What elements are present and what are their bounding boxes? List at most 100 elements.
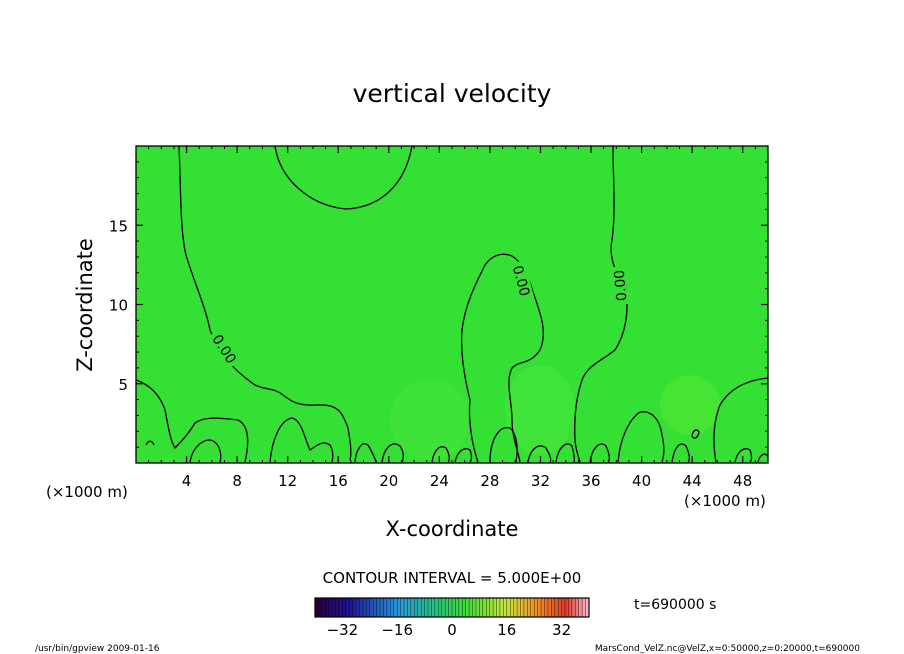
contour-label: 0.00 [509,264,533,298]
colorbar-cell [455,598,460,617]
colorbar-cell [544,598,549,617]
colorbar-cell [530,598,535,617]
colorbar-cell [393,598,398,617]
x-unit-label-left: (×1000 m) [46,483,128,501]
colorbar-cell [315,598,319,617]
colorbar-cell [352,598,357,617]
colorbar-cell [383,598,388,617]
colorbar-cell [380,598,384,617]
colorbar-cell [421,598,425,617]
colorbar-cell [503,598,508,617]
x-tick-label: 12 [278,472,297,490]
x-tick-label: 48 [733,472,752,490]
colorbar-cell [345,598,350,617]
colorbar-cell [458,598,463,617]
colorbar-cell [568,598,573,617]
contour-label-bg [508,260,535,302]
colorbar-cell [558,598,562,617]
footer-right: MarsCond_VelZ.nc@VelZ,x=0:50000,z=0:2000… [595,644,860,654]
colorbar-cell [448,598,453,617]
colorbar-cell [489,598,494,617]
x-tick-label: 28 [480,472,499,490]
colorbar-cell [517,598,521,617]
contour-interval-label: CONTOUR INTERVAL = 5.000E+00 [323,569,582,587]
colorbar-frame [314,597,590,618]
colorbar-cell [520,598,525,617]
colorbar-cell [565,598,569,617]
colorbar-cell [417,598,422,617]
footer-left: /usr/bin/gpview 2009-01-16 [35,644,160,654]
chart-title: vertical velocity [353,79,552,108]
colorbar-cell [338,598,343,617]
colorbar [314,597,590,618]
y-tick-label: 10 [109,297,128,315]
colorbar-cell [585,598,590,617]
colorbar-cell [332,598,336,617]
colorbar-cell [551,598,556,617]
contour-label-bg [610,265,630,306]
colorbar-cell [582,598,586,617]
colorbar-cell [537,598,542,617]
colorbar-cell [369,598,374,617]
colorbar-tick-label: −32 [327,621,359,639]
y-tick-label: 15 [109,217,128,235]
y-axis: 5 10 15 [109,161,768,448]
colorbar-cell [472,598,477,617]
colorbar-cell [373,598,377,617]
colorbar-cell [496,598,501,617]
colorbar-cell [431,598,436,617]
colorbar-cell [407,598,412,617]
y-tick-label: 5 [118,376,128,394]
colorbar-cell [523,598,528,617]
colorbar-cell [571,598,576,617]
y-axis-label: Z-coordinate [73,238,97,372]
colorbar-cell [541,598,545,617]
colorbar-cell [325,598,329,617]
x-unit-label-right: (×1000 m) [684,492,766,510]
colorbar-cell [342,598,347,617]
x-tick-label: 36 [581,472,600,490]
colorbar-tick-label: 16 [497,621,516,639]
colorbar-cell [434,598,439,617]
colorbar-cell [328,598,333,617]
contour-label: 0.00 [612,269,631,301]
colorbar-cell [462,598,466,617]
colorbar-cell [414,598,419,617]
field-variation [390,365,720,460]
x-tick-label: 44 [683,472,702,490]
colorbar-cell [482,598,487,617]
colorbar-cell [479,598,484,617]
colorbar-cell [424,598,429,617]
colorbar-tick-label: 0 [447,621,457,639]
colorbar-ticks: −32 −16 0 16 32 [327,621,572,639]
colorbar-cell [445,598,449,617]
colorbar-cell [438,598,443,617]
colorbar-cell [578,598,583,617]
colorbar-cell [561,598,566,617]
colorbar-cell [441,598,446,617]
colorbar-cell [428,598,432,617]
colorbar-cell [493,598,497,617]
colorbar-cell [513,598,518,617]
colorbar-cell [510,598,514,617]
colorbar-cell [527,598,532,617]
colorbar-cell [506,598,511,617]
colorbar-cell [465,598,470,617]
colorbar-cell [356,598,360,617]
colorbar-cell [386,598,391,617]
colorbar-cell [452,598,456,617]
x-axis-label: X-coordinate [386,517,519,541]
colorbar-cell [349,598,353,617]
x-tick-label: 32 [531,472,550,490]
colorbar-cell [404,598,408,617]
contour-lines [135,145,769,463]
colorbar-cell [366,598,371,617]
time-label: t=690000 s [634,597,716,613]
colorbar-cell [410,598,415,617]
colorbar-cell [362,598,367,617]
x-tick-label: 20 [379,472,398,490]
colorbar-cell [575,598,580,617]
colorbar-cell [335,598,340,617]
colorbar-cell [486,598,490,617]
